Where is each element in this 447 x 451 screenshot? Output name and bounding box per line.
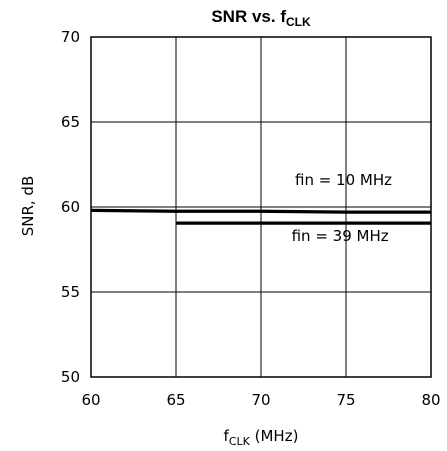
- x-tick-labels: 60 65 70 75 80: [81, 391, 440, 409]
- series-annotation: fin = 39 MHz: [292, 227, 389, 245]
- x-tick-label: 80: [421, 391, 440, 409]
- grid: [91, 37, 431, 377]
- y-tick-label: 70: [61, 28, 80, 46]
- plot-frame: [90, 36, 432, 378]
- x-tick-label: 65: [166, 391, 185, 409]
- y-tick-label: 65: [61, 113, 80, 131]
- series-line-1: [90, 208, 431, 214]
- series-annotation: fin = 10 MHz: [295, 171, 392, 189]
- annotations: fin = 10 MHz fin = 39 MHz: [292, 171, 393, 245]
- chart-title: SNR vs. fCLK: [211, 7, 311, 29]
- y-tick-label: 60: [61, 198, 80, 216]
- series-layer: [90, 208, 431, 225]
- y-axis-label: SNR, dB: [19, 176, 37, 237]
- x-tick-label: 60: [81, 391, 100, 409]
- y-tick-label: 50: [61, 368, 80, 386]
- x-axis-label: fCLK (MHz): [224, 427, 299, 448]
- x-tick-label: 75: [336, 391, 355, 409]
- y-tick-labels: 70 65 60 55 50: [61, 28, 80, 386]
- y-tick-label: 55: [61, 283, 80, 301]
- x-tick-label: 70: [251, 391, 270, 409]
